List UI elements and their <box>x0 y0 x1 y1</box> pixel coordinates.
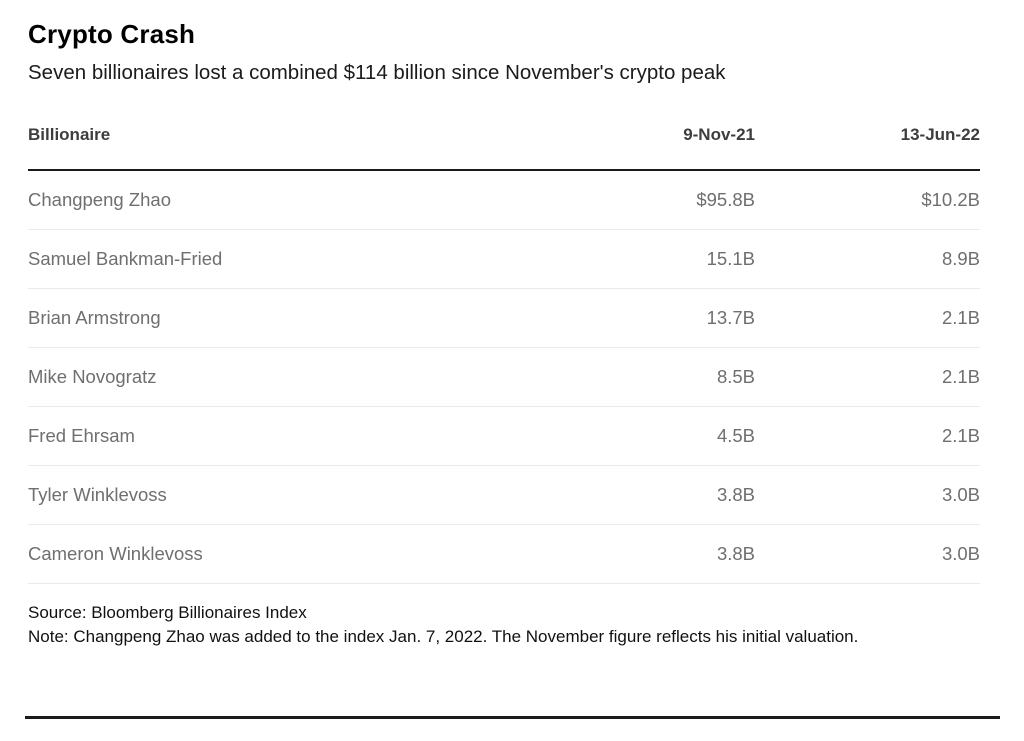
jun-value-cell: 8.9B <box>755 229 980 290</box>
nov-value-cell: 8.5B <box>528 347 755 408</box>
billionaire-name-cell: Changpeng Zhao <box>28 170 528 231</box>
table-row: Cameron Winklevoss 3.8B 3.0B <box>28 524 980 585</box>
jun-value-cell: 3.0B <box>755 465 980 526</box>
billionaires-table: Billionaire 9-Nov-21 13-Jun-22 Changpeng… <box>28 111 980 585</box>
jun-value-cell: 2.1B <box>755 406 980 467</box>
note-text: Note: Changpeng Zhao was added to the in… <box>28 627 859 647</box>
billionaire-name-cell: Mike Novogratz <box>28 347 528 408</box>
billionaire-name-cell: Samuel Bankman-Fried <box>28 229 528 290</box>
table-row: Fred Ehrsam 4.5B 2.1B <box>28 406 980 467</box>
nov-value-cell: 3.8B <box>528 465 755 526</box>
nov-value-cell: 15.1B <box>528 229 755 290</box>
billionaire-name-cell: Brian Armstrong <box>28 288 528 349</box>
column-header-13-jun-22: 13-Jun-22 <box>755 111 980 172</box>
table-row: Mike Novogratz 8.5B 2.1B <box>28 347 980 408</box>
nov-value-cell: 13.7B <box>528 288 755 349</box>
column-header-billionaire: Billionaire <box>28 111 528 172</box>
jun-value-cell: 2.1B <box>755 288 980 349</box>
chart-subtitle: Seven billionaires lost a combined $114 … <box>28 60 726 84</box>
billionaire-name-cell: Fred Ehrsam <box>28 406 528 467</box>
chart-footer: Source: Bloomberg Billionaires Index Not… <box>28 601 928 649</box>
table-row: Brian Armstrong 13.7B 2.1B <box>28 288 980 349</box>
nov-value-cell: 4.5B <box>528 406 755 467</box>
table-row: Tyler Winklevoss 3.8B 3.0B <box>28 465 980 526</box>
table-header-row: Billionaire 9-Nov-21 13-Jun-22 <box>28 111 980 172</box>
billionaire-name-cell: Tyler Winklevoss <box>28 465 528 526</box>
nov-value-cell: $95.8B <box>528 170 755 231</box>
nov-value-cell: 3.8B <box>528 524 755 585</box>
source-text: Source: Bloomberg Billionaires Index <box>28 603 307 623</box>
jun-value-cell: $10.2B <box>755 170 980 231</box>
bottom-rule <box>25 716 1000 719</box>
column-header-9-nov-21: 9-Nov-21 <box>528 111 755 172</box>
billionaire-name-cell: Cameron Winklevoss <box>28 524 528 585</box>
table-row: Samuel Bankman-Fried 15.1B 8.9B <box>28 229 980 290</box>
jun-value-cell: 2.1B <box>755 347 980 408</box>
chart-title: Crypto Crash <box>28 19 196 49</box>
jun-value-cell: 3.0B <box>755 524 980 585</box>
table-row: Changpeng Zhao $95.8B $10.2B <box>28 170 980 231</box>
